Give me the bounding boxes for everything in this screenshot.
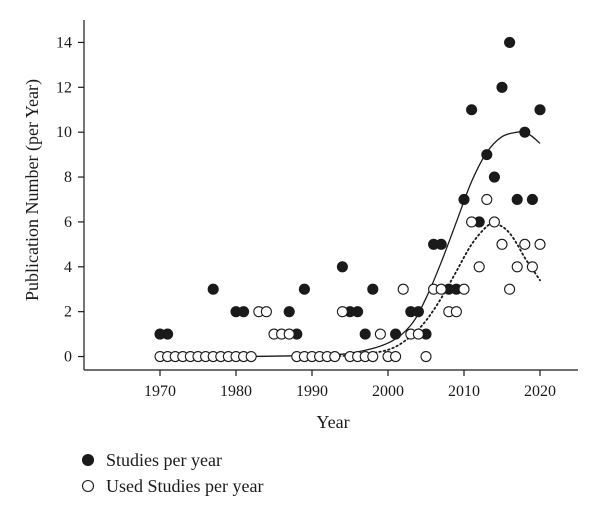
axes: 1970 1980 1990 2000 2010 2020 0 2 4 6 8 10 12 14: [56, 20, 578, 400]
used-studies-point: [245, 350, 257, 363]
used-studies-point: [526, 261, 538, 273]
studies-point: [336, 261, 348, 273]
studies-point: [519, 126, 531, 138]
studies-point: [458, 193, 470, 206]
fit-line-dotted: [311, 223, 541, 358]
used-studies-point: [496, 238, 508, 250]
used-studies-point: [260, 306, 272, 318]
x-axis-label: Year: [316, 412, 349, 432]
y-tick-label: 8: [64, 169, 72, 186]
studies-point: [390, 328, 402, 340]
studies-point: [534, 104, 546, 116]
used-studies-point: [466, 216, 478, 228]
x-tick-label: 2000: [372, 383, 404, 400]
used-studies-point: [458, 283, 470, 295]
used-studies-point: [450, 306, 462, 318]
used-studies-point: [283, 328, 295, 340]
used-studies-point: [504, 283, 516, 295]
studies-point: [238, 306, 250, 318]
used-studies-point: [511, 261, 523, 273]
used-studies-point: [420, 350, 432, 363]
fit-lines: [159, 130, 541, 358]
used-studies-point: [329, 350, 341, 363]
y-tick-label: 6: [64, 214, 72, 231]
used-studies-point: [374, 328, 386, 340]
y-tick-label: 4: [64, 259, 72, 276]
used-studies-point: [390, 350, 402, 363]
used-studies-point: [481, 193, 493, 206]
x-tick-label: 1990: [296, 383, 328, 400]
studies-point: [511, 193, 523, 206]
used-studies-point: [435, 283, 447, 295]
used-studies-point: [336, 306, 348, 318]
studies-point: [352, 306, 364, 318]
x-tick-label: 1970: [144, 383, 176, 400]
studies-point: [162, 328, 174, 340]
studies-point: [496, 81, 508, 93]
y-tick-label: 0: [64, 349, 72, 366]
studies-point: [412, 306, 424, 318]
studies-point: [367, 283, 379, 295]
y-tick-label: 10: [56, 124, 72, 141]
x-tick-label: 2010: [448, 383, 480, 400]
used-studies-point: [397, 283, 409, 295]
legend-label: Studies per year: [106, 450, 222, 470]
legend: Studies per year Used Studies per year: [81, 450, 263, 496]
data-points: [154, 36, 546, 363]
studies-point: [526, 193, 538, 206]
y-axis-label: Publication Number (per Year): [22, 79, 43, 301]
studies-point: [488, 171, 500, 183]
studies-point: [359, 328, 371, 340]
studies-point: [481, 149, 493, 161]
studies-point: [298, 283, 310, 295]
used-studies-point: [519, 238, 531, 250]
y-tick-label: 2: [64, 304, 72, 321]
used-studies-point: [412, 328, 424, 340]
studies-point: [283, 306, 295, 318]
used-studies-point: [534, 238, 546, 250]
x-tick-label: 2020: [524, 383, 556, 400]
used-studies-point: [473, 261, 485, 273]
x-tick-label: 1980: [220, 383, 252, 400]
studies-point: [207, 283, 219, 295]
studies-point: [504, 36, 516, 48]
legend-marker: [81, 453, 95, 467]
used-studies-point: [488, 216, 500, 228]
legend-marker: [81, 479, 95, 493]
fit-line-solid: [159, 130, 541, 358]
legend-label: Used Studies per year: [106, 476, 263, 496]
y-tick-label: 12: [56, 79, 72, 96]
studies-point: [466, 104, 478, 116]
studies-point: [435, 238, 447, 250]
y-tick-label: 14: [56, 34, 72, 51]
used-studies-point: [367, 350, 379, 363]
